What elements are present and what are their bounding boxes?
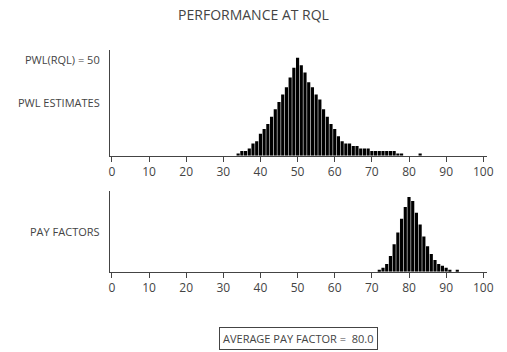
svg-text:20: 20 bbox=[179, 279, 193, 296]
svg-text:PERFORMANCE AT RQL: PERFORMANCE AT RQL bbox=[178, 5, 329, 24]
svg-text:50: 50 bbox=[291, 163, 305, 180]
svg-text:90: 90 bbox=[439, 163, 453, 180]
svg-text:90: 90 bbox=[439, 279, 453, 296]
svg-text:10: 10 bbox=[142, 163, 156, 180]
svg-text:80: 80 bbox=[402, 279, 416, 296]
svg-text:60: 60 bbox=[328, 163, 342, 180]
svg-text:AVERAGE PAY FACTOR = 80.0: AVERAGE PAY FACTOR = 80.0 bbox=[223, 331, 374, 346]
svg-text:30: 30 bbox=[216, 279, 230, 296]
svg-text:40: 40 bbox=[254, 163, 268, 180]
svg-text:PWL ESTIMATES: PWL ESTIMATES bbox=[18, 95, 100, 110]
svg-text:70: 70 bbox=[365, 279, 379, 296]
svg-text:20: 20 bbox=[179, 163, 193, 180]
svg-text:70: 70 bbox=[365, 163, 379, 180]
svg-text:0: 0 bbox=[108, 279, 115, 296]
svg-text:10: 10 bbox=[142, 279, 156, 296]
svg-text:PAY FACTORS: PAY FACTORS bbox=[30, 224, 100, 239]
svg-text:40: 40 bbox=[254, 279, 268, 296]
svg-text:30: 30 bbox=[216, 163, 230, 180]
svg-text:80: 80 bbox=[402, 163, 416, 180]
svg-text:100: 100 bbox=[473, 163, 494, 180]
svg-text:0: 0 bbox=[108, 163, 115, 180]
svg-text:60: 60 bbox=[328, 279, 342, 296]
svg-text:50: 50 bbox=[291, 279, 305, 296]
svg-text:100: 100 bbox=[473, 279, 494, 296]
svg-text:PWL(RQL) = 50: PWL(RQL) = 50 bbox=[25, 52, 100, 67]
